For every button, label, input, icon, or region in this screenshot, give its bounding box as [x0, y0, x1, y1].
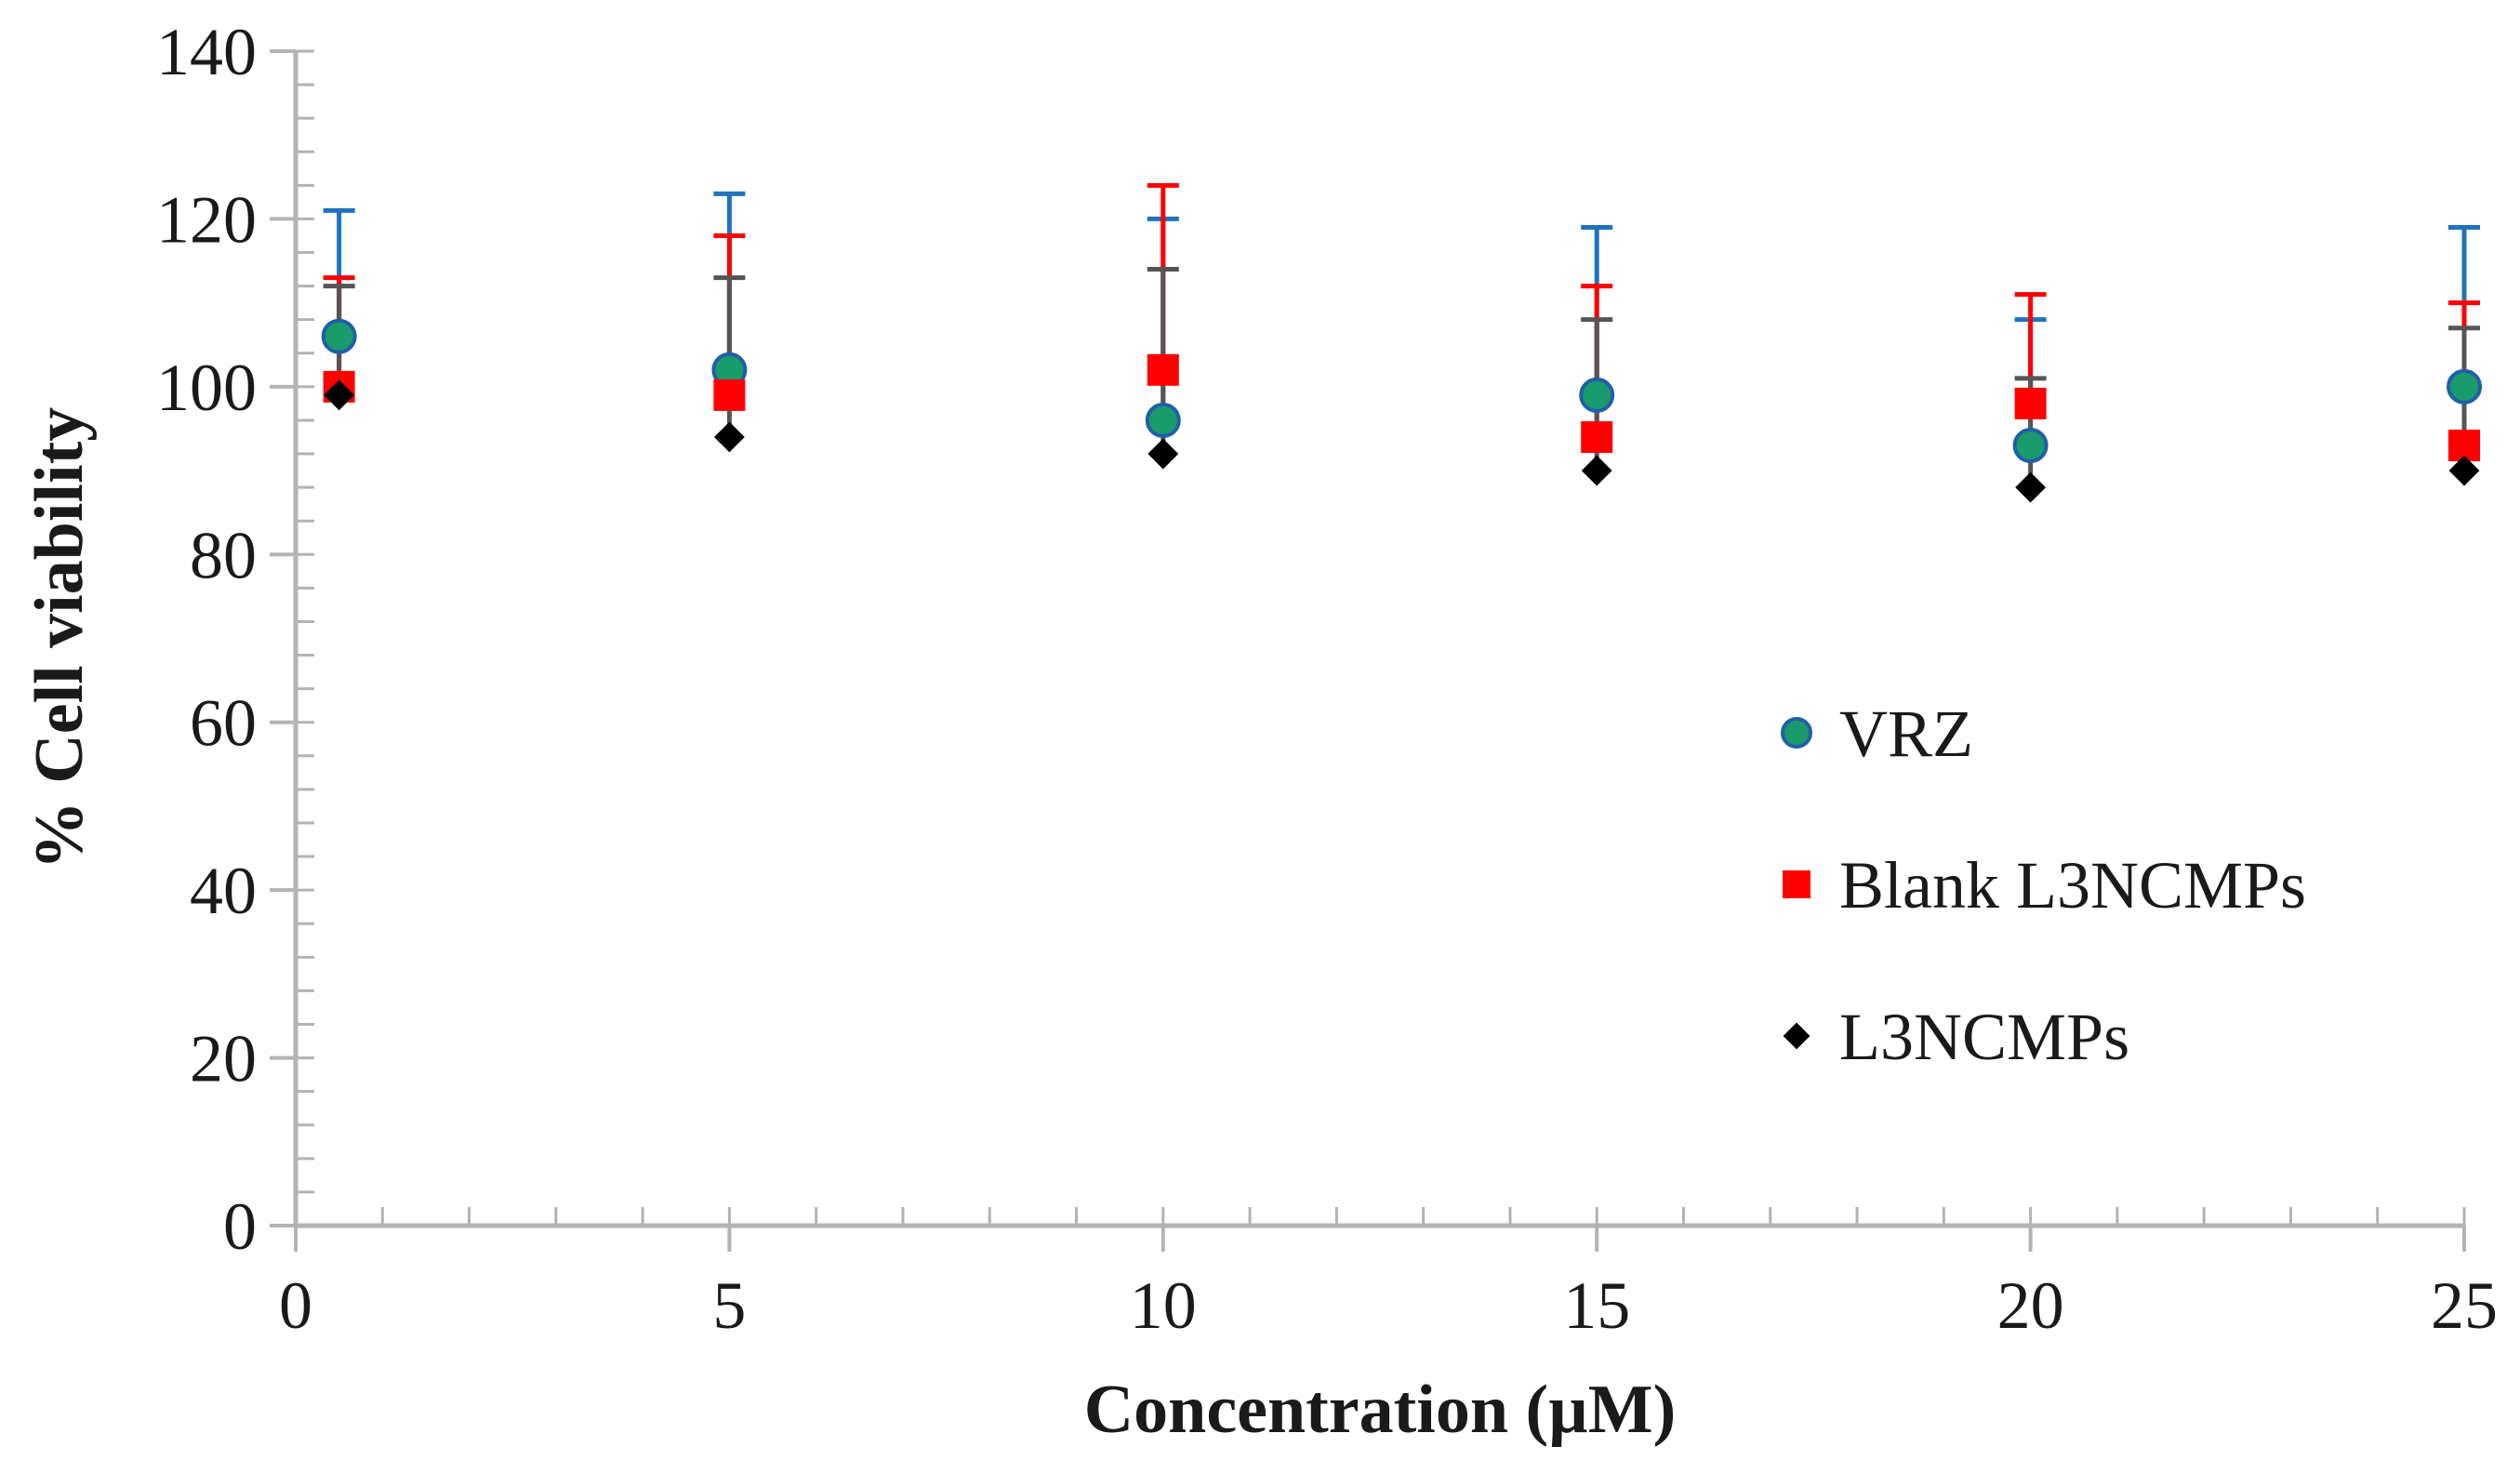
data-point [1579, 377, 1615, 413]
y-tick-label: 0 [223, 1189, 257, 1264]
data-point [324, 379, 355, 411]
y-tick-label: 100 [156, 351, 257, 425]
error-bars [323, 182, 2480, 488]
legend-marker [1783, 1022, 1810, 1050]
data-points [321, 318, 2482, 503]
x-tick-label: 25 [2431, 1268, 2498, 1343]
y-tick-label: 40 [190, 854, 257, 928]
data-point [2448, 455, 2480, 486]
y-tick-label: 80 [190, 518, 257, 592]
x-tick-label: 10 [1130, 1268, 1197, 1343]
x-tick-label: 20 [1997, 1268, 2064, 1343]
legend-marker [1783, 870, 1810, 898]
legend: VRZ Blank L3NCMPs L3NCMPs [1781, 697, 2306, 1074]
legend-item: Blank L3NCMPs [1783, 848, 2306, 922]
data-point [1581, 455, 1612, 486]
data-point [2014, 387, 2047, 419]
x-axis-title: Concentration (µM) [1084, 1372, 1677, 1448]
axes: 0 20 40 60 80 100 120 140 0 5 10 15 20 25 [156, 15, 2498, 1343]
data-point [1147, 438, 1179, 470]
legend-label: L3NCMPs [1839, 1000, 2129, 1074]
legend-item: L3NCMPs [1783, 1000, 2129, 1074]
y-axis-title: % Cell viability [21, 407, 98, 869]
data-point [1145, 402, 1181, 438]
x-tick-label: 0 [279, 1268, 312, 1343]
x-tick-label: 5 [712, 1268, 746, 1343]
legend-item: VRZ [1781, 697, 1973, 771]
legend-label: VRZ [1839, 697, 1973, 771]
x-tick-label: 15 [1563, 1268, 1630, 1343]
data-point [2447, 368, 2482, 405]
data-point [321, 318, 357, 354]
data-point [1147, 353, 1179, 386]
legend-label: Blank L3NCMPs [1839, 848, 2306, 922]
data-point [2012, 428, 2049, 464]
data-point [2015, 471, 2047, 503]
data-point [713, 378, 746, 411]
y-tick-label: 140 [156, 15, 257, 89]
y-tick-label: 60 [190, 686, 257, 761]
data-point [713, 421, 745, 453]
y-tick-label: 120 [156, 182, 257, 257]
data-point [1581, 420, 1613, 453]
y-tick-label: 20 [190, 1022, 257, 1096]
legend-marker [1781, 717, 1812, 749]
